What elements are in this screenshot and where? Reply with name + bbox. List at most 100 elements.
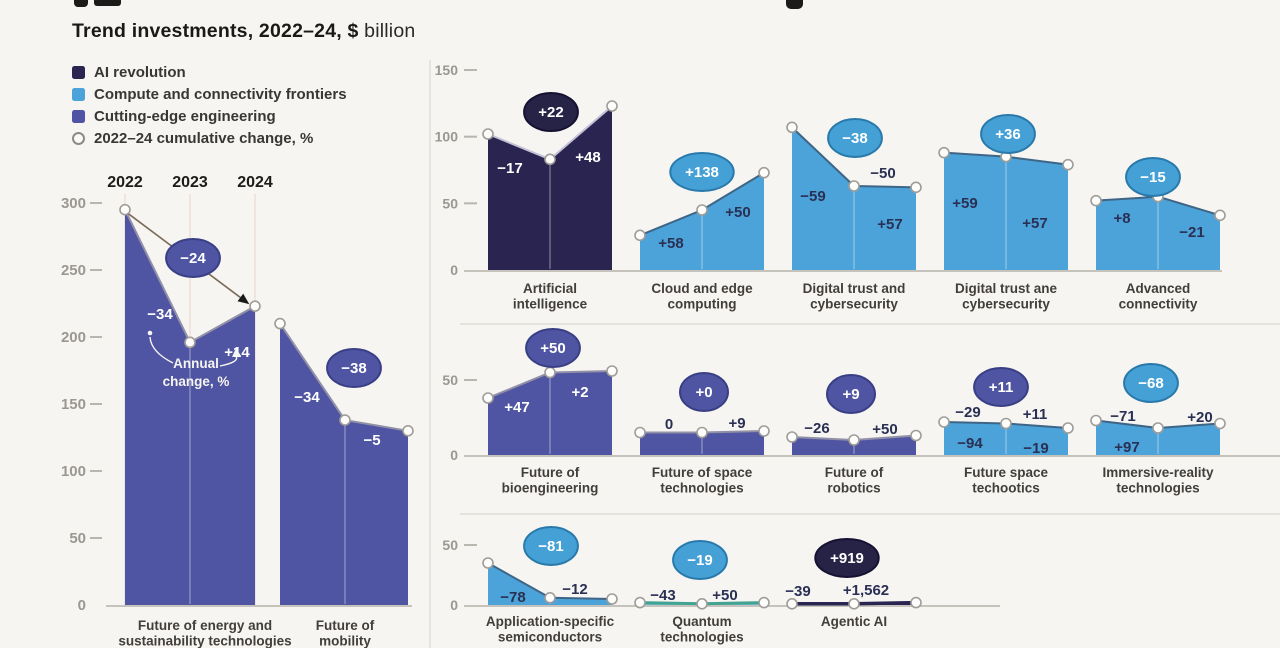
cumulative-badge: −19 (672, 540, 728, 580)
cumulative-badge: +919 (814, 538, 880, 578)
cumulative-badge-value: −81 (538, 538, 563, 555)
legend-swatch-square-icon (72, 87, 85, 101)
data-point (339, 414, 351, 426)
annual-change-label: +59 (952, 195, 977, 212)
category-label: Digital trust ane (955, 281, 1058, 296)
category-label: computing (668, 297, 737, 312)
category-label: Future of (316, 618, 375, 633)
data-point (482, 392, 494, 404)
data-point (938, 416, 950, 428)
cumulative-badge: +11 (973, 367, 1029, 407)
data-point (274, 317, 286, 330)
axis-tick-label: 150 (435, 62, 459, 78)
cumulative-badge-value: +9 (842, 386, 859, 403)
cumulative-badge-value: −19 (687, 552, 712, 569)
note-arrow (149, 336, 174, 364)
category-label: sustainability technologies (118, 634, 291, 648)
legend-item-cumulative-change: 2022–24 cumulative change, % (72, 127, 347, 149)
chart-title-main: Trend investments, 2022–24, $ (72, 20, 359, 42)
note-arrow (219, 355, 238, 367)
axis-tick-label: 150 (61, 396, 86, 413)
data-point (1000, 417, 1012, 430)
area-shape (1096, 420, 1220, 455)
annual-change-label: −26 (804, 420, 829, 437)
axis-row3: 50 0 (442, 537, 1000, 613)
category-label: techootics (972, 481, 1040, 496)
axis-tick-label: 0 (450, 447, 458, 463)
cumulative-badge-shape (523, 92, 579, 132)
category-label: cybersecurity (962, 297, 1050, 312)
axis-tick-label: 50 (442, 537, 458, 553)
data-point (696, 426, 708, 439)
annual-change-label: +48 (575, 149, 600, 166)
axis-tick-label: 0 (78, 597, 86, 614)
data-point (910, 596, 922, 609)
annual-change-label: +11 (1023, 406, 1048, 423)
cumulative-badge-shape (826, 374, 876, 414)
data-point (910, 429, 922, 442)
axis-left: 300 250 200 150 100 50 0 (61, 195, 412, 614)
cumulative-badge-value: −15 (1140, 169, 1165, 186)
cumulative-badge-value: −38 (341, 360, 366, 377)
annual-change-label: +47 (504, 399, 529, 416)
axis-tick-label: 100 (61, 463, 86, 480)
area-shape (640, 172, 764, 270)
cumulative-badge-value: −24 (180, 250, 206, 267)
annual-change-label: −39 (785, 583, 810, 600)
annual-change-label: −50 (870, 165, 895, 182)
annual-change-label: −78 (500, 589, 525, 606)
annual-change-note: Annual (173, 356, 219, 371)
axis-tick-label: 50 (69, 530, 86, 547)
cropped-headline-fragment (74, 0, 88, 7)
axis-tick-label: 300 (61, 195, 86, 212)
data-point (938, 146, 950, 159)
annual-change-label: +58 (658, 235, 683, 252)
chart-immersive-reality: −71 +20 +97 −68 Immersive-realitytechnologie… (1090, 363, 1226, 496)
annual-change-label: −71 (1110, 408, 1135, 425)
cumulative-badge: −68 (1123, 363, 1179, 403)
cumulative-badge-value: +11 (989, 379, 1014, 396)
data-point (482, 128, 494, 140)
data-point (544, 366, 556, 379)
cumulative-badge-shape (326, 348, 382, 388)
data-point (249, 300, 261, 312)
cumulative-badge-shape (679, 372, 729, 412)
cumulative-badge-value: −38 (842, 130, 867, 147)
data-point (758, 596, 770, 609)
data-point (758, 166, 770, 179)
annual-change-label: +1,562 (843, 582, 889, 599)
data-point (910, 181, 922, 194)
cumulative-badge-value: +36 (995, 126, 1020, 143)
category-label: Future space (964, 465, 1049, 480)
cumulative-badge-shape (980, 114, 1036, 154)
legend-item-ai-revolution: AI revolution (72, 61, 347, 83)
chart-application-specific-semiconductors: −78 −12 −81 Application-specificsemiconduct… (482, 526, 618, 645)
category-label: Application-specific (486, 614, 615, 629)
cumulative-badge: +138 (669, 152, 735, 192)
data-point (184, 336, 196, 349)
cumulative-badge-value: +919 (830, 550, 864, 567)
annual-change-label: +8 (1113, 210, 1130, 227)
annual-change-label: +9 (728, 415, 745, 432)
axis-tick-label: 50 (442, 372, 458, 388)
annual-change-label: −94 (957, 435, 983, 452)
data-point (1062, 422, 1074, 434)
chart-agentic-ai: −39 +1,562 +919 Agentic AI (785, 538, 922, 629)
category-label: Future of (825, 465, 884, 480)
category-label: connectivity (1119, 297, 1198, 312)
axis-row1: 150 100 50 0 (435, 62, 1222, 278)
annual-change-label: +97 (1114, 439, 1139, 456)
category-label: Future of space (652, 465, 753, 480)
legend-item-cutting-edge-engineering: Cutting-edge engineering (72, 105, 347, 127)
data-point (848, 180, 860, 192)
area-shape (280, 323, 408, 605)
axis-tick-label: 0 (450, 262, 458, 278)
legend-label: Cutting-edge engineering (94, 107, 276, 125)
category-label: Digital trust and (803, 281, 906, 296)
